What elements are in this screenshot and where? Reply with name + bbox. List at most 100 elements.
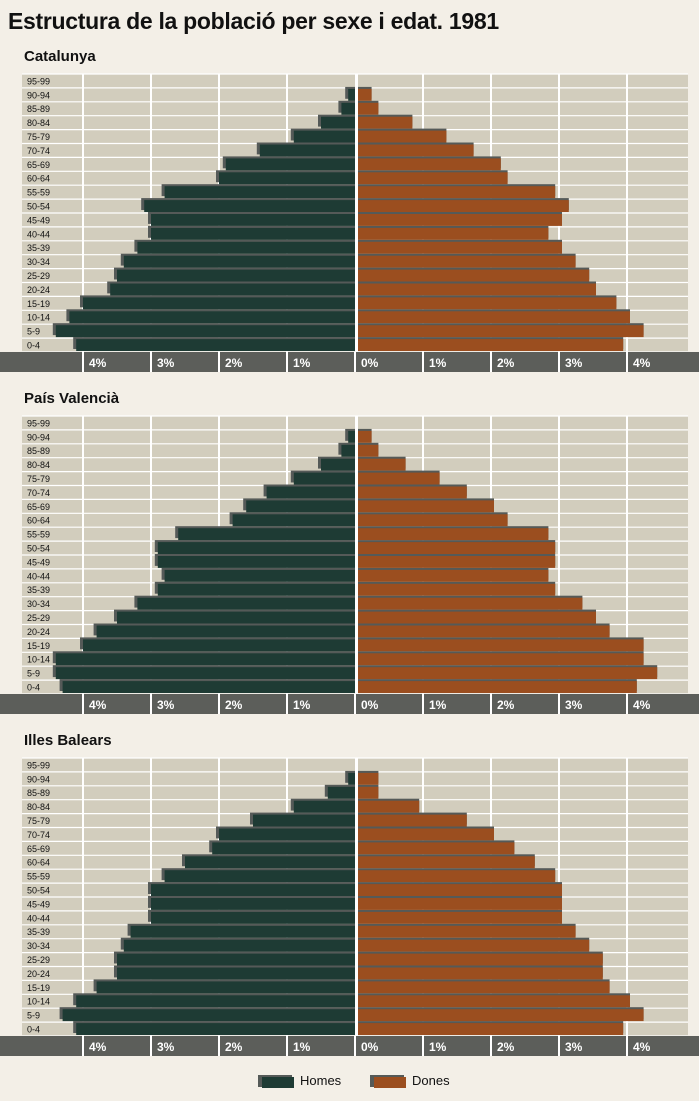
bar-homes-5-9	[62, 1009, 355, 1022]
bar-dones-85-89	[358, 444, 379, 457]
axis-band	[0, 694, 699, 714]
bar-dones-70-74	[358, 144, 474, 157]
age-label: 5-9	[27, 669, 40, 679]
pyramid-illes-balears: Illes Balears 0-4 5-9 10-14 15-19 20-24 25-29…	[0, 732, 699, 1067]
bar-dones-30-34	[358, 255, 576, 268]
bar-homes-15-19	[96, 981, 355, 994]
age-label: 10-14	[27, 997, 50, 1007]
bar-dones-10-14	[358, 653, 644, 666]
bar-dones-15-19	[358, 981, 610, 994]
age-label: 75-79	[27, 474, 50, 484]
bar-dones-20-24	[358, 283, 596, 296]
tick-label: 1%	[429, 356, 447, 370]
bar-dones-70-74	[358, 486, 467, 499]
bar-homes-55-59	[164, 870, 355, 883]
tick-label: 1%	[429, 698, 447, 712]
age-label: 35-39	[27, 243, 50, 253]
bar-dones-20-24	[358, 967, 603, 980]
bar-dones-45-49	[358, 898, 562, 910]
age-label: 60-64	[27, 516, 50, 526]
pyramid-catalunya: Catalunya 0-4 5-9 10-14 15-19 20-24 25-29 30-3…	[0, 48, 699, 383]
bar-homes-55-59	[164, 186, 355, 199]
bar-homes-45-49	[157, 556, 355, 568]
age-label: 80-84	[27, 118, 50, 128]
age-label: 70-74	[27, 830, 50, 840]
bar-dones-60-64	[358, 856, 535, 869]
age-label: 20-24	[27, 627, 50, 637]
bar-dones-35-39	[358, 241, 562, 254]
bar-homes-60-64	[232, 514, 355, 527]
bar-homes-90-94	[348, 88, 355, 101]
age-label: 75-79	[27, 132, 50, 142]
tick-label: 4%	[89, 1040, 107, 1054]
bar-homes-65-69	[246, 500, 355, 513]
bar-homes-75-79	[293, 130, 355, 143]
age-label: 20-24	[27, 969, 50, 979]
bar-dones-45-49	[358, 214, 562, 226]
main-title: Estructura de la població per sexe i eda…	[8, 8, 499, 34]
pyramid-pais-valencia: País Valencià 0-4 5-9 10-14 15-19 20-24 25-29…	[0, 390, 699, 725]
age-label: 25-29	[27, 955, 50, 965]
bar-homes-40-44	[164, 569, 355, 582]
bar-dones-90-94	[358, 772, 379, 785]
age-label: 0-4	[27, 1025, 40, 1035]
legend-swatch-homes	[258, 1075, 294, 1088]
bar-homes-35-39	[137, 241, 355, 254]
age-label: 75-79	[27, 816, 50, 826]
age-label: 65-69	[27, 160, 50, 170]
tick-label: 1%	[293, 1040, 311, 1054]
bar-homes-50-54	[144, 200, 355, 212]
age-label: 30-34	[27, 941, 50, 951]
bar-homes-55-59	[178, 528, 355, 541]
bar-dones-90-94	[358, 88, 372, 101]
bar-dones-0-4	[358, 1023, 624, 1035]
bar-homes-20-24	[110, 283, 355, 296]
age-label: 95-99	[27, 418, 50, 428]
age-label: 5-9	[27, 327, 40, 337]
bar-homes-80-84	[293, 800, 355, 813]
bar-dones-70-74	[358, 828, 494, 841]
legend-label-homes: Homes	[300, 1073, 342, 1088]
bar-dones-30-34	[358, 597, 583, 610]
bar-dones-30-34	[358, 939, 590, 952]
age-label: 40-44	[27, 913, 50, 923]
age-label: 80-84	[27, 802, 50, 812]
bar-homes-40-44	[151, 227, 355, 240]
age-label: 10-14	[27, 655, 50, 665]
tick-label: 2%	[497, 356, 515, 370]
age-label: 85-89	[27, 104, 50, 114]
age-label: 50-54	[27, 886, 50, 896]
bar-dones-60-64	[358, 172, 508, 185]
bar-homes-0-4	[76, 1023, 355, 1035]
legend-swatch-dones	[370, 1075, 406, 1088]
bar-homes-90-94	[348, 772, 355, 785]
bar-homes-30-34	[137, 597, 355, 610]
bar-homes-5-9	[55, 667, 356, 680]
bar-dones-20-24	[358, 625, 610, 638]
tick-label: 3%	[565, 698, 583, 712]
tick-label: 4%	[633, 356, 651, 370]
tick-label: 0%	[361, 698, 379, 712]
age-label: 40-44	[27, 571, 50, 581]
age-label: 65-69	[27, 844, 50, 854]
age-label: 15-19	[27, 641, 50, 651]
tick-label: 2%	[497, 698, 515, 712]
age-label: 60-64	[27, 174, 50, 184]
bar-dones-0-4	[358, 681, 637, 693]
bar-homes-30-34	[123, 939, 355, 952]
age-label: 10-14	[27, 313, 50, 323]
bar-dones-40-44	[358, 227, 549, 240]
bar-dones-5-9	[358, 325, 644, 338]
bar-dones-85-89	[358, 786, 379, 799]
bar-dones-40-44	[358, 569, 549, 582]
bar-homes-60-64	[219, 172, 355, 185]
age-label: 80-84	[27, 460, 50, 470]
age-label: 70-74	[27, 488, 50, 498]
bar-dones-65-69	[358, 500, 494, 513]
age-label: 45-49	[27, 215, 50, 225]
tick-label: 2%	[225, 1040, 243, 1054]
age-label: 90-94	[27, 432, 50, 442]
age-label: 90-94	[27, 774, 50, 784]
age-label: 5-9	[27, 1011, 40, 1021]
age-label: 70-74	[27, 146, 50, 156]
